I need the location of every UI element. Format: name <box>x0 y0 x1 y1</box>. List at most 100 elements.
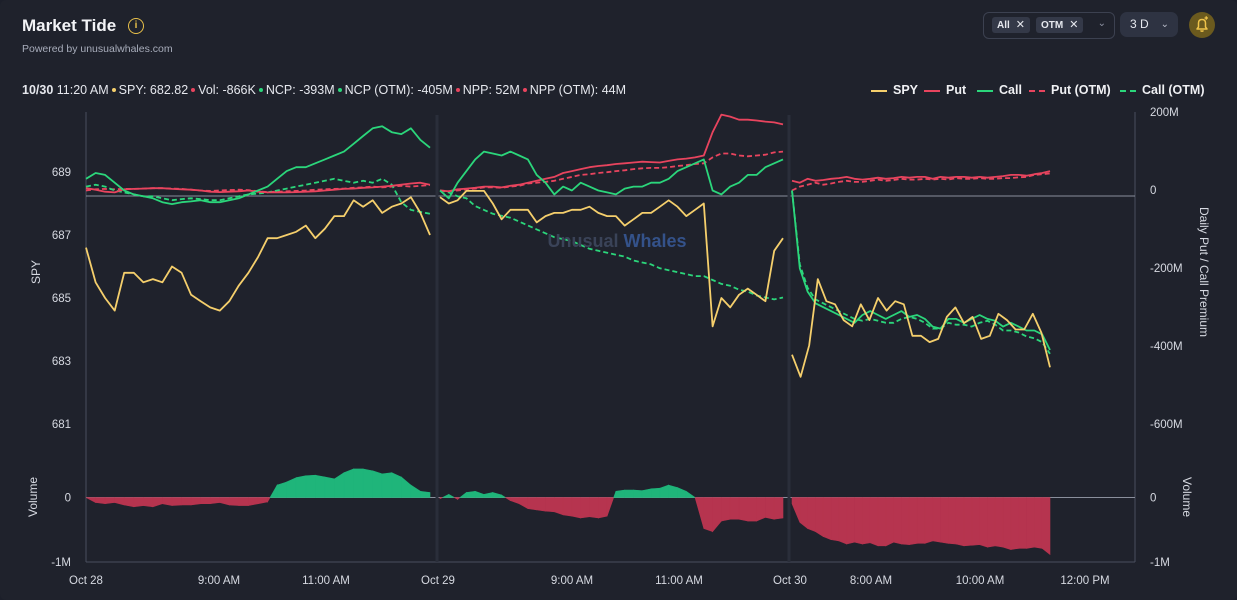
volume-bar <box>104 497 115 505</box>
volume-bar <box>504 497 511 502</box>
filter-chip-otm[interactable]: OTM ✕ <box>1036 17 1084 33</box>
volume-bar <box>815 497 824 538</box>
stats-spy: SPY: 682.82 <box>118 83 189 97</box>
chart-axes: 689 687 685 683 681 200M 0 -200M -400M -600M 0 -1M 0… <box>26 107 1211 587</box>
volume-bar <box>527 497 538 511</box>
volume-area <box>85 468 1051 556</box>
volume-bar <box>1018 497 1027 549</box>
spy-axis-title: SPY <box>29 260 43 284</box>
volume-bar <box>994 497 1004 548</box>
volume-bar <box>948 497 957 545</box>
volume-bar <box>171 497 182 506</box>
volume-bar <box>799 497 808 530</box>
volume-bar <box>152 497 163 508</box>
volume-bar <box>830 497 840 542</box>
spy-tick-label: 689 <box>52 167 71 179</box>
volume-bar <box>466 490 476 498</box>
volume-bar <box>85 497 96 503</box>
legend-put-label: Put <box>946 83 967 97</box>
spy-line <box>791 278 1051 378</box>
filter-chip-all[interactable]: All ✕ <box>992 17 1030 33</box>
range-select[interactable]: 3 D ⌄ <box>1120 12 1178 37</box>
range-label: 3 D <box>1130 17 1149 31</box>
volume-bar <box>963 497 973 547</box>
volume-bar <box>650 487 661 498</box>
chevron-down-icon[interactable]: ⌄ <box>1097 18 1106 29</box>
powered-by-text: Powered by unusualwhales.com <box>22 43 173 55</box>
call-otm-line <box>439 189 784 301</box>
volume-bar <box>286 477 297 498</box>
volume-bar <box>624 489 634 498</box>
volume-bar <box>133 497 144 508</box>
legend-spy-label: SPY <box>893 83 919 97</box>
stats-bar: 10/30 11:20 AM SPY: 682.82 Vol: -866K NCP: … <box>22 83 626 97</box>
put-otm-line <box>791 172 1051 192</box>
volume-bar <box>738 497 749 522</box>
volume-bar <box>501 494 507 498</box>
volume-bar <box>181 497 192 506</box>
volume-bar <box>200 497 211 504</box>
spy-tick-label: 685 <box>52 293 71 305</box>
x-tick-label: 11:00 AM <box>655 575 703 587</box>
premium-tick-label: 200M <box>1150 107 1179 119</box>
legend-put[interactable]: Put <box>924 83 966 97</box>
volume-bar <box>267 497 271 503</box>
legend-put-otm[interactable]: Put (OTM) <box>1029 83 1111 97</box>
chart-lines <box>85 113 1051 378</box>
volume-bar <box>971 497 980 546</box>
legend-call-otm-swatch <box>1120 89 1136 92</box>
volume-bar <box>453 497 458 500</box>
volume-bar <box>442 493 450 498</box>
volume-bar <box>238 497 249 506</box>
volume-bar <box>448 493 456 498</box>
close-icon[interactable]: ✕ <box>1069 19 1079 31</box>
volume-bar <box>391 472 402 498</box>
volume-bar <box>932 497 941 543</box>
volume-bar <box>846 497 855 545</box>
legend-put-otm-label: Put (OTM) <box>1051 83 1111 97</box>
stats-time: 11:20 AM <box>56 83 109 97</box>
volume-bar <box>854 497 863 545</box>
session-divider <box>435 115 439 562</box>
vol-dot-icon <box>191 87 196 92</box>
legend-spy-swatch <box>871 89 887 92</box>
volume-bar <box>343 468 354 498</box>
filter-select[interactable]: All ✕ OTM ✕ ⌄ <box>983 12 1115 39</box>
volume-bar <box>324 476 335 498</box>
volume-bar <box>518 497 529 510</box>
legend-call-otm[interactable]: Call (OTM) <box>1120 83 1205 97</box>
volume-bar <box>269 483 278 498</box>
volume-bar <box>457 497 461 500</box>
volume-bar <box>545 497 555 513</box>
volume-bar <box>633 489 643 498</box>
volume-bar <box>703 497 713 533</box>
call-line <box>791 190 1051 351</box>
volume-bar <box>916 497 926 544</box>
volume-bar <box>95 497 106 505</box>
info-icon[interactable]: i <box>128 18 144 34</box>
premium-axis-title: Daily Put / Call Premium <box>1197 207 1211 337</box>
session-divider <box>787 115 791 562</box>
volume-bar <box>940 497 949 544</box>
spy-tick-label: 687 <box>52 230 71 242</box>
close-icon[interactable]: ✕ <box>1015 19 1025 31</box>
legend-spy[interactable]: SPY <box>871 83 918 97</box>
volume-bar <box>1034 497 1043 549</box>
legend-call[interactable]: Call <box>977 83 1022 97</box>
volume-bar <box>589 497 599 519</box>
x-tick-label: 11:00 AM <box>302 575 350 587</box>
premium-tick-label: 0 <box>1150 185 1156 197</box>
volume-bar <box>353 468 364 498</box>
volume-tick-label: 0 <box>65 493 71 505</box>
volume-bar <box>315 474 326 498</box>
alert-bell-button[interactable] <box>1189 12 1215 38</box>
volume-bar <box>747 497 757 522</box>
volume-bar <box>219 497 230 506</box>
volume-tick-label: 0 <box>1150 493 1156 505</box>
volume-bar <box>420 490 431 498</box>
volume-bar <box>729 497 740 520</box>
volume-bar <box>474 490 485 498</box>
npp-otm-dot-icon <box>522 87 527 92</box>
volume-bar <box>401 476 412 498</box>
